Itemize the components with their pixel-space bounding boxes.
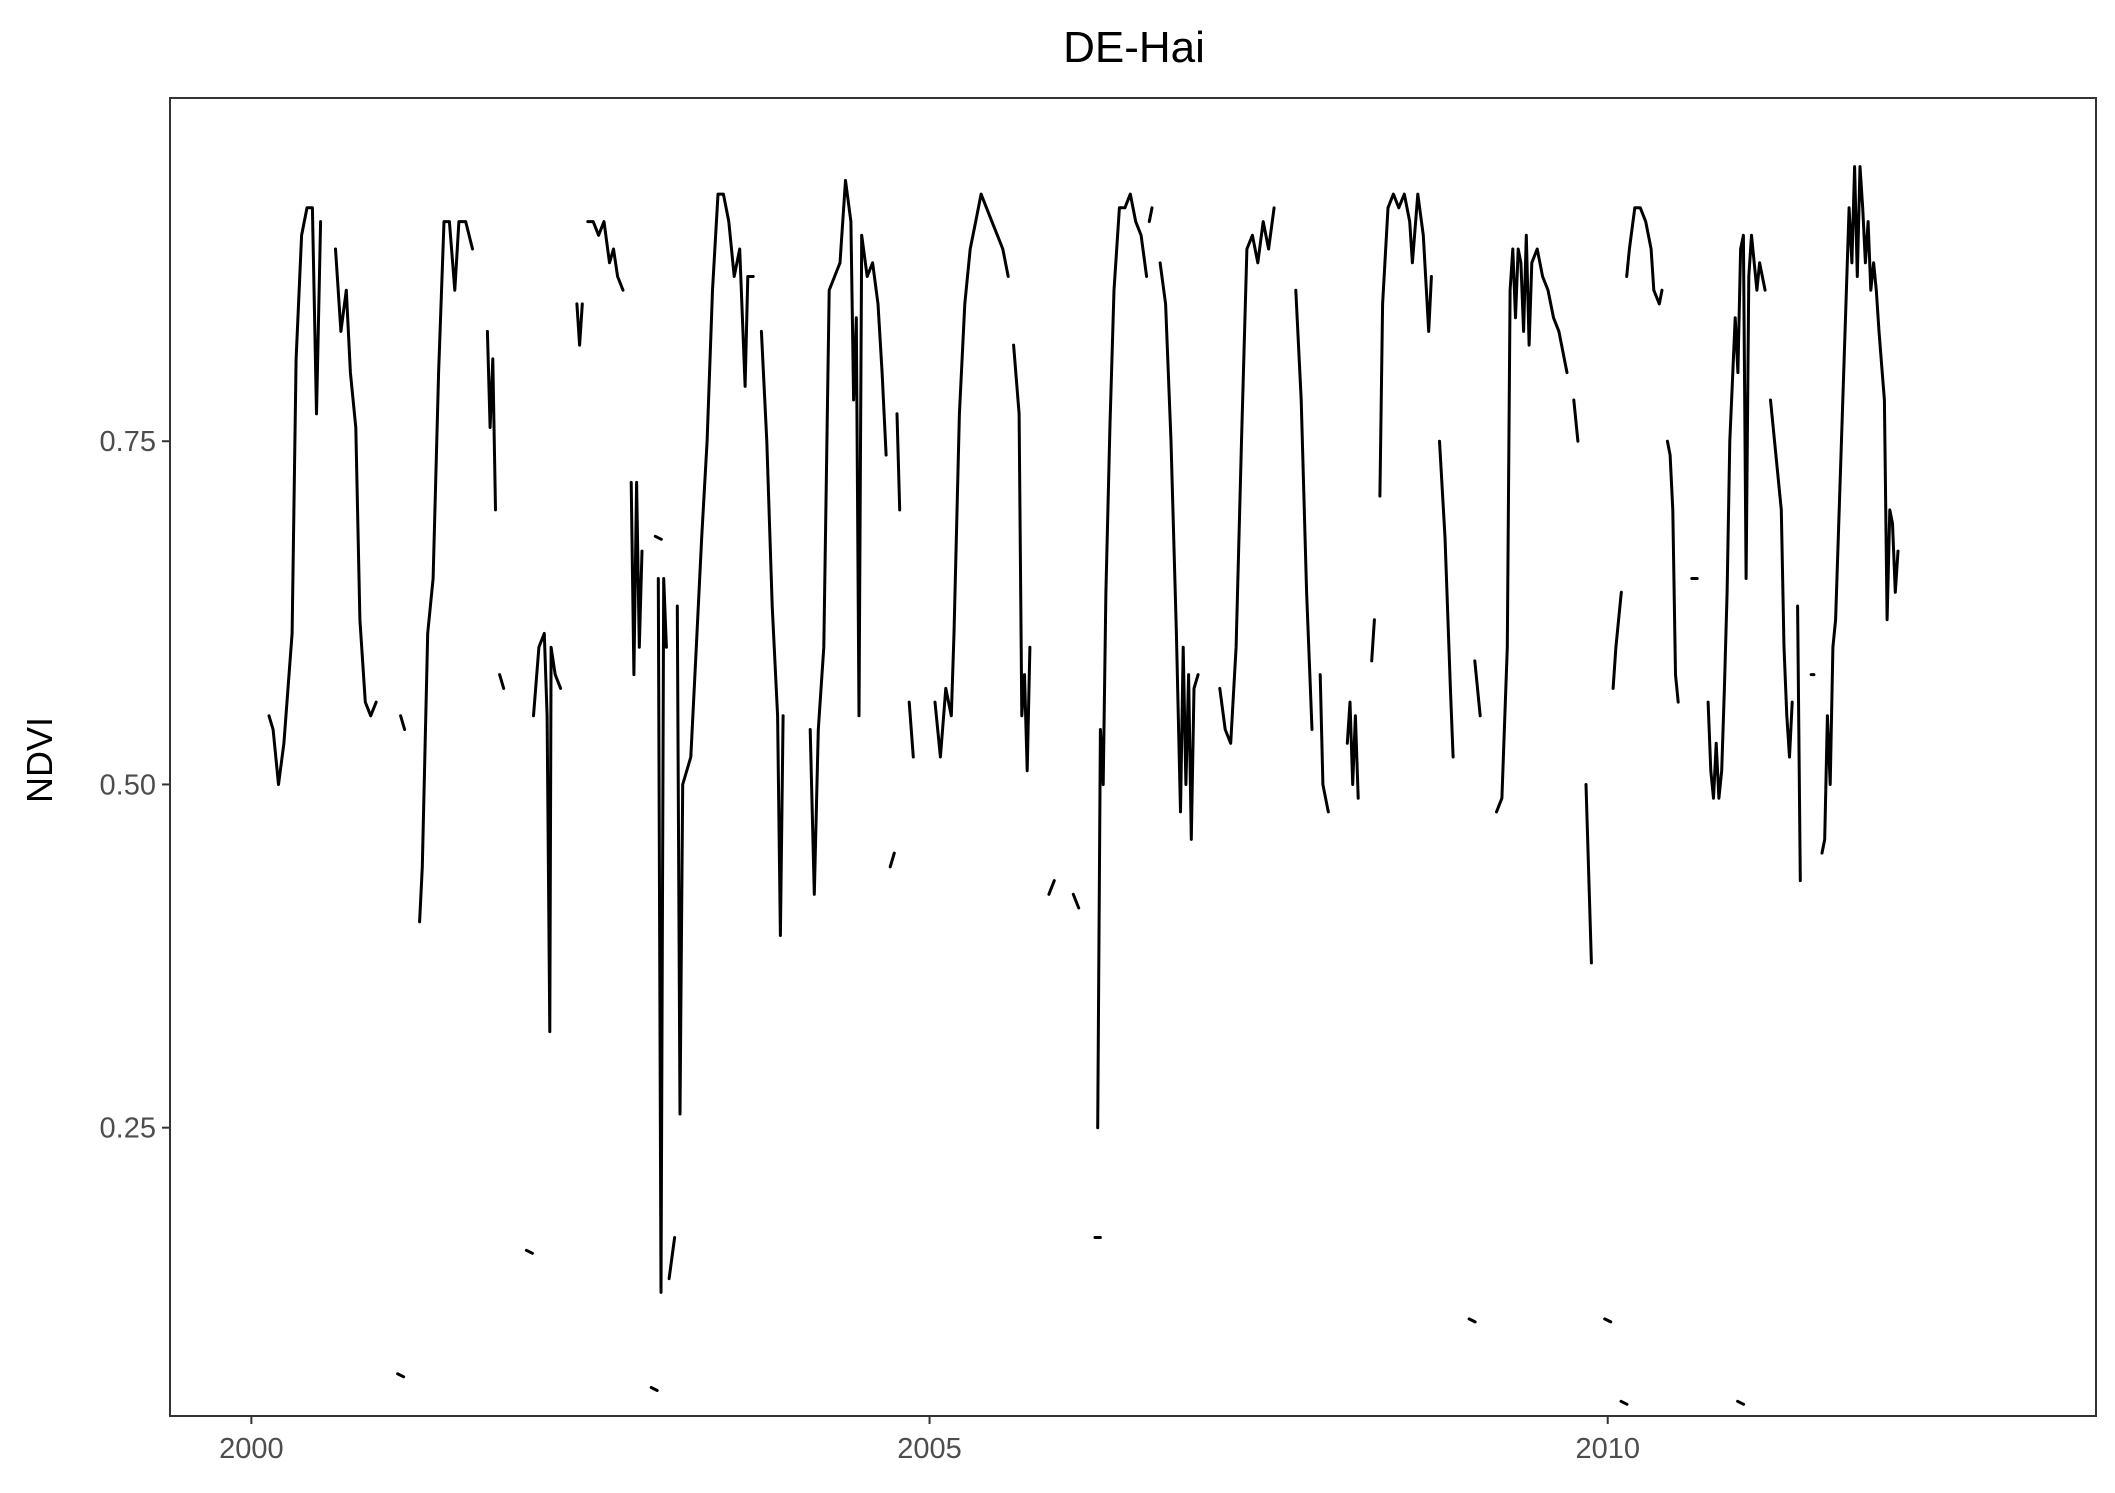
series-segment-39 <box>1665 439 1680 704</box>
series-segment-1 <box>334 247 378 718</box>
series-point-7 <box>1736 1399 1746 1406</box>
x-axis: 2000 2005 2010 <box>219 1416 1640 1465</box>
series-point-4 <box>1467 1317 1477 1324</box>
series-segment-27 <box>1294 288 1314 731</box>
series-point-2 <box>649 1386 659 1392</box>
series-segment-28 <box>1318 673 1330 814</box>
series-segment-38 <box>1625 206 1664 306</box>
series-segment-16 <box>895 412 902 512</box>
ndvi-series <box>267 165 1900 1406</box>
series-segment-26 <box>1218 206 1276 745</box>
y-tick-label: 0.75 <box>100 426 156 458</box>
series-segment-4 <box>485 329 497 512</box>
series-segment-32 <box>1438 439 1455 759</box>
y-axis: 0.25 0.50 0.75 <box>100 426 170 1145</box>
series-segment-19 <box>1012 343 1032 773</box>
series-segment-15 <box>888 851 896 869</box>
series-segment-31 <box>1378 192 1433 498</box>
y-tick-label: 0.50 <box>100 769 156 801</box>
series-segment-13 <box>759 329 785 937</box>
series-segment-24 <box>1147 206 1154 224</box>
series-segment-20 <box>1047 879 1056 896</box>
series-segment-35 <box>1572 398 1580 443</box>
x-tick-label: 2000 <box>219 1433 284 1465</box>
series-segment-10 <box>656 577 668 1294</box>
series-segment-30 <box>1370 618 1376 663</box>
x-tick-label: 2005 <box>897 1433 962 1465</box>
series-segment-23 <box>1096 192 1149 1130</box>
series-segment-2 <box>399 714 407 731</box>
series-segment-25 <box>1158 261 1200 841</box>
series-segment-9 <box>629 480 644 677</box>
series-segment-42 <box>1769 398 1794 759</box>
series-segment-6 <box>532 631 563 1034</box>
series-segment-18 <box>933 192 1010 759</box>
series-point-6 <box>1619 1399 1629 1406</box>
series-segment-33 <box>1473 659 1482 718</box>
y-tick-label: 0.25 <box>100 1113 156 1145</box>
series-point-1 <box>524 1248 534 1255</box>
series-segment-43 <box>1796 604 1802 883</box>
series-segment-11 <box>667 1236 677 1281</box>
series-segment-41 <box>1706 233 1767 800</box>
x-tick-label: 2010 <box>1575 1433 1640 1465</box>
chart-title: DE-Hai <box>1063 23 1205 72</box>
y-axis-title: NDVI <box>19 717 60 803</box>
series-segment-17 <box>907 700 915 759</box>
series-segment-36 <box>1584 783 1593 965</box>
series-point-0 <box>396 1372 406 1379</box>
plot-panel <box>169 97 2097 1417</box>
series-segment-21 <box>1071 892 1081 910</box>
series-segment-5 <box>498 673 506 690</box>
series-segment-34 <box>1495 233 1569 814</box>
series-segment-3 <box>418 220 474 924</box>
series-segment-29 <box>1345 700 1360 800</box>
series-segment-37 <box>1611 590 1623 690</box>
series-segment-14 <box>808 178 888 896</box>
series-segment-45 <box>1820 165 1900 855</box>
series-segment-0 <box>267 206 323 786</box>
series-segment-7 <box>575 302 584 347</box>
series-segment-12 <box>675 192 755 1116</box>
series-point-5 <box>1603 1317 1613 1324</box>
series-segment-8 <box>586 220 625 292</box>
series-point-3 <box>653 534 663 541</box>
